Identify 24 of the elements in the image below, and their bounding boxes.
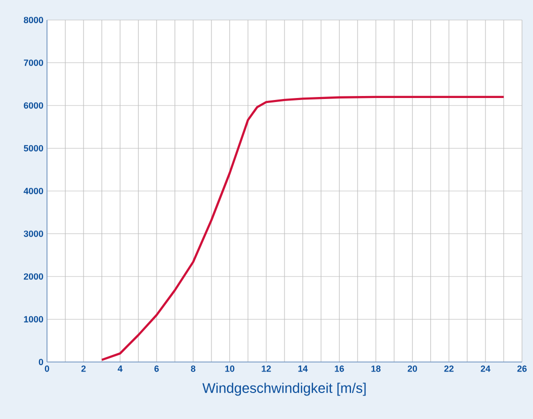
x-tick-label: 12 — [262, 366, 271, 372]
x-tick-label: 24 — [480, 366, 490, 372]
x-tick-label: 6 — [154, 366, 159, 372]
y-tick-label: 7000 — [24, 60, 44, 66]
x-tick-label: 8 — [190, 366, 196, 372]
x-tick-label: 20 — [408, 366, 418, 372]
y-tick-label: 0 — [38, 358, 44, 366]
y-tick-label: 3000 — [24, 230, 44, 237]
x-tick-label: 18 — [371, 366, 381, 372]
x-tick-label: 26 — [517, 366, 527, 372]
x-axis-title: Windgeschwindigkeit [m/s] — [202, 382, 366, 396]
x-tick-label: 4 — [118, 366, 123, 372]
x-tick-label: 0 — [44, 366, 50, 372]
y-tick-label: 2000 — [24, 273, 44, 280]
y-tick-label: 5000 — [24, 145, 44, 152]
x-tick-label: 16 — [334, 366, 344, 372]
y-tick-label: 8000 — [24, 16, 44, 24]
x-tick-label: 2 — [81, 366, 86, 372]
x-tick-label: 22 — [444, 366, 454, 372]
x-tick-label: 10 — [225, 366, 234, 372]
y-tick-label: 4000 — [24, 188, 44, 194]
y-tick-label: 6000 — [24, 102, 44, 109]
x-tick-label: 14 — [298, 366, 308, 372]
y-tick-label: 1000 — [24, 316, 44, 322]
